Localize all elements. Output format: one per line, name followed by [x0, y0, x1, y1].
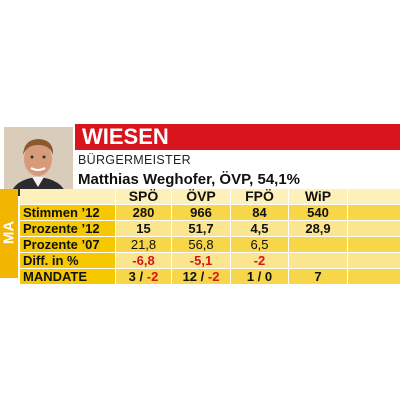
row-label: Diff. in %	[20, 253, 115, 268]
table-cell: 21,8	[116, 237, 171, 252]
side-strip	[0, 189, 18, 278]
table-cell: 4,5	[231, 221, 288, 236]
table-cell: 12 / -2	[172, 269, 230, 284]
table-cell	[348, 253, 400, 268]
results-table: SPÖ ÖVP FPÖ WiP Stimmen ’12 280 966 84 540 Prozen…	[20, 189, 400, 284]
table-cell: 56,8	[172, 237, 230, 252]
role: BÜRGERMEISTER	[78, 153, 191, 167]
row-label: Prozente ’07	[20, 237, 115, 252]
portrait	[4, 127, 73, 196]
table-cell: -6,8	[116, 253, 171, 268]
cell-part: 12 /	[182, 269, 208, 284]
table-cell: 3 / -2	[116, 269, 171, 284]
table-cell: 6,5	[231, 237, 288, 252]
table-cell	[348, 269, 400, 284]
table-cell	[348, 237, 400, 252]
header-cell	[348, 189, 400, 204]
table-cell: 15	[116, 221, 171, 236]
table-cell	[348, 221, 400, 236]
column-header: ÖVP	[172, 189, 230, 204]
row-label: Stimmen ’12	[20, 205, 115, 220]
table-cell: 7	[289, 269, 347, 284]
side-label: MA	[0, 220, 18, 245]
cell-part: 3 /	[128, 269, 147, 284]
row-label: MANDATE	[20, 269, 115, 284]
table-cell: -5,1	[172, 253, 230, 268]
table-cell	[289, 237, 347, 252]
cell-part: -2	[146, 269, 159, 284]
table-cell: 84	[231, 205, 288, 220]
table-cell: 28,9	[289, 221, 347, 236]
table-cell: 966	[172, 205, 230, 220]
table-cell: 51,7	[172, 221, 230, 236]
header-cell	[20, 189, 115, 204]
row-label: Prozente ’12	[20, 221, 115, 236]
column-header: FPÖ	[231, 189, 288, 204]
table-cell: -2	[231, 253, 288, 268]
table-cell	[348, 205, 400, 220]
mayor: Matthias Weghofer, ÖVP, 54,1%	[78, 171, 301, 188]
column-header: SPÖ	[116, 189, 171, 204]
table-cell	[289, 253, 347, 268]
cell-part: 1 / 0	[246, 269, 273, 284]
title-bar	[75, 124, 400, 150]
table-cell: 540	[289, 205, 347, 220]
cell-part: -2	[207, 269, 220, 284]
table-cell: 1 / 0	[231, 269, 288, 284]
cell-part: 7	[314, 269, 322, 284]
title: WIESEN	[82, 124, 169, 149]
table-cell: 280	[116, 205, 171, 220]
column-header: WiP	[289, 189, 347, 204]
